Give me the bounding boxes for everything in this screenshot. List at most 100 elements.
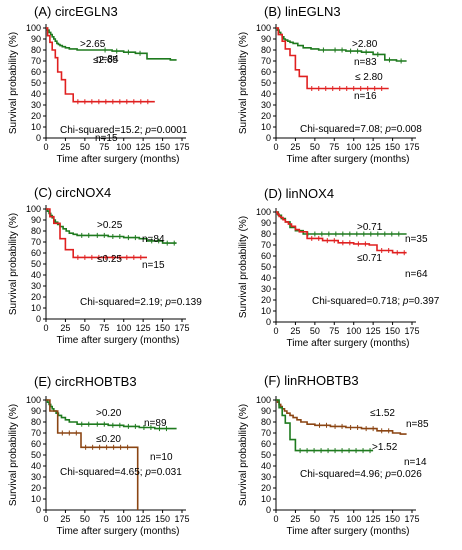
- panel-title: (E) circRHOBTB3: [34, 374, 137, 389]
- y-tick-label: 10: [31, 494, 41, 504]
- y-tick-label: 20: [31, 111, 41, 121]
- y-tick-label: 70: [31, 237, 41, 247]
- y-tick-label: 20: [31, 292, 41, 302]
- group-n-label: n=35: [405, 234, 428, 245]
- group-label: ≤1.52: [370, 408, 395, 419]
- group-label: >0.71: [357, 222, 383, 233]
- group-label: >2.65: [80, 39, 106, 50]
- survival-curve: [276, 211, 407, 254]
- y-tick-label: 20: [261, 295, 271, 305]
- y-tick-label: 10: [31, 122, 41, 132]
- group-n-label: n=84: [96, 54, 119, 65]
- x-tick-label: 175: [404, 142, 419, 152]
- group-label: >0.25: [97, 220, 123, 231]
- x-tick-label: 75: [329, 514, 339, 524]
- x-axis-label: Time after surgery (months): [57, 526, 180, 537]
- y-tick-label: 80: [261, 417, 271, 427]
- chi-squared-stat: Chi-squared=7.08; p=0.008: [300, 124, 422, 135]
- chi-squared-stat: Chi-squared=0.718; p=0.397: [312, 296, 440, 307]
- group-n-label: n=85: [406, 419, 429, 430]
- x-tick-label: 0: [43, 514, 48, 524]
- x-tick-label: 100: [116, 514, 131, 524]
- x-tick-label: 125: [136, 142, 151, 152]
- y-tick-label: 100: [256, 395, 271, 405]
- y-tick-label: 50: [31, 78, 41, 88]
- y-tick-label: 30: [31, 100, 41, 110]
- y-tick-label: 40: [261, 89, 271, 99]
- x-tick-label: 0: [273, 514, 278, 524]
- survival-curve: [276, 27, 389, 90]
- y-axis-label: Survival probability (%): [238, 32, 249, 134]
- axes: [275, 396, 416, 511]
- y-tick-label: 40: [31, 461, 41, 471]
- x-tick-label: 175: [174, 323, 189, 333]
- x-tick-label: 150: [385, 514, 400, 524]
- y-tick-label: 100: [26, 204, 41, 214]
- chi-squared-stat: Chi-squared=4.65; p=0.031: [60, 467, 182, 478]
- x-tick-label: 75: [99, 514, 109, 524]
- y-tick-label: 80: [31, 417, 41, 427]
- y-tick-label: 50: [261, 450, 271, 460]
- x-tick-label: 25: [290, 326, 300, 336]
- x-tick-label: 175: [404, 514, 419, 524]
- group-label: >0.20: [96, 408, 122, 419]
- x-tick-label: 0: [43, 142, 48, 152]
- y-tick-label: 30: [261, 100, 271, 110]
- x-tick-label: 100: [346, 514, 361, 524]
- y-tick-label: 70: [31, 56, 41, 66]
- panel-title: (A) circEGLN3: [34, 4, 118, 19]
- y-tick-label: 70: [261, 428, 271, 438]
- y-tick-label: 100: [256, 207, 271, 217]
- group-label: >1.52: [372, 442, 398, 453]
- y-tick-label: 50: [261, 262, 271, 272]
- chi-squared-stat: Chi-squared=15.2; p=0.0001: [60, 125, 188, 136]
- y-tick-label: 100: [26, 23, 41, 33]
- y-tick-label: 30: [261, 472, 271, 482]
- x-tick-label: 50: [310, 326, 320, 336]
- x-axis-label: Time after surgery (months): [287, 526, 410, 537]
- panel-title: (D) linNOX4: [264, 186, 334, 201]
- x-axis-label: Time after surgery (months): [57, 154, 180, 165]
- y-tick-label: 90: [261, 34, 271, 44]
- y-tick-label: 0: [36, 505, 41, 515]
- y-tick-label: 0: [266, 133, 271, 143]
- panel-title: (B) linEGLN3: [264, 4, 341, 19]
- x-tick-label: 50: [310, 514, 320, 524]
- chi-squared-stat: Chi-squared=4.96; p=0.026: [300, 469, 422, 480]
- x-tick-label: 100: [116, 323, 131, 333]
- group-n-label: n=83: [354, 57, 377, 68]
- x-tick-label: 125: [366, 514, 381, 524]
- y-tick-label: 30: [31, 281, 41, 291]
- y-tick-label: 60: [261, 439, 271, 449]
- y-axis-label: Survival probability (%): [238, 216, 249, 318]
- x-tick-label: 25: [60, 514, 70, 524]
- y-tick-label: 60: [31, 248, 41, 258]
- panel-title: (F) linRHOBTB3: [264, 373, 359, 388]
- y-tick-label: 20: [31, 483, 41, 493]
- y-tick-label: 90: [31, 34, 41, 44]
- y-tick-label: 10: [261, 306, 271, 316]
- y-tick-label: 70: [261, 240, 271, 250]
- y-tick-label: 100: [26, 395, 41, 405]
- y-axis-label: Survival probability (%): [8, 32, 19, 134]
- x-tick-label: 150: [155, 323, 170, 333]
- group-label: ≤0.71: [357, 253, 382, 264]
- y-tick-label: 0: [36, 133, 41, 143]
- y-tick-label: 50: [261, 78, 271, 88]
- group-n-label: n=84: [142, 234, 165, 245]
- y-tick-label: 0: [36, 314, 41, 324]
- survival-curve: [276, 399, 407, 435]
- x-tick-label: 0: [273, 142, 278, 152]
- x-tick-label: 25: [60, 142, 70, 152]
- survival-curve: [46, 399, 139, 510]
- y-tick-label: 20: [261, 111, 271, 121]
- group-label: ≤2.65: [93, 55, 118, 66]
- y-tick-label: 60: [31, 67, 41, 77]
- group-label: >2.80: [352, 39, 378, 50]
- y-tick-label: 20: [261, 483, 271, 493]
- y-tick-label: 50: [31, 450, 41, 460]
